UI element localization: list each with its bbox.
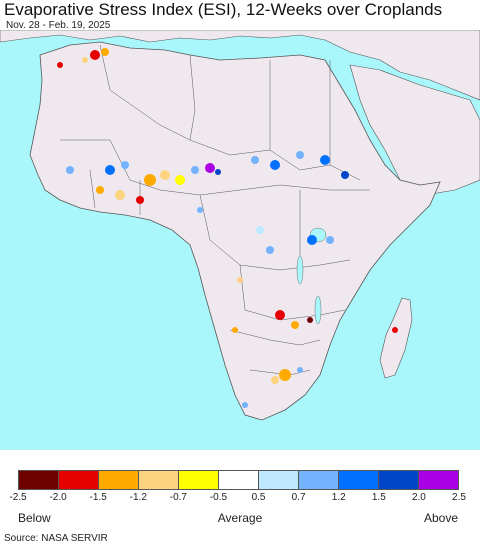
legend-swatch-8 (339, 471, 379, 489)
above-label: Above (423, 511, 458, 525)
legend-tick-label: 2.5 (452, 492, 466, 503)
legend-swatch-3 (139, 471, 179, 489)
country-borders (60, 44, 370, 376)
legend-tick-label: 0.7 (291, 492, 306, 503)
legend-tick-label: -2.0 (49, 492, 67, 503)
esi-map (0, 30, 480, 450)
legend-swatch-0 (19, 471, 59, 489)
legend-swatch-7 (299, 471, 339, 489)
north-landmass (0, 30, 480, 101)
legend-swatch-1 (59, 471, 99, 489)
map-title: Evaporative Stress Index (ESI), 12-Weeks… (4, 0, 443, 19)
legend-swatch-10 (419, 471, 458, 489)
lake-tanganyika (296, 255, 304, 285)
legend-tick-label: 1.2 (331, 492, 346, 503)
africa (29, 41, 441, 421)
color-scale-legend (18, 470, 459, 490)
legend-swatch-9 (379, 471, 419, 489)
legend-swatch-4 (179, 471, 219, 489)
legend-tick-label: 2.0 (411, 492, 426, 503)
legend-ticks: -2.5 -2.0 -1.5 -1.2 -0.7 -0.5 0.5 0.7 1.2 1.5 2.0 2… (0, 492, 480, 506)
legend-swatch-2 (99, 471, 139, 489)
legend-tick-label: -0.5 (209, 492, 228, 503)
source-credit: Source: NASA SERVIR (4, 533, 108, 544)
arabia (349, 64, 480, 196)
legend-swatch-6 (259, 471, 299, 489)
legend-swatch-5 (219, 471, 259, 489)
lake-malawi (314, 295, 322, 325)
average-label: Average (217, 511, 263, 525)
madagascar (379, 297, 413, 379)
legend-tick-label: 0.5 (251, 492, 266, 503)
legend-tick-label: -0.7 (169, 492, 187, 503)
legend-tick-label: 1.5 (371, 492, 386, 503)
legend-tick-label: -1.2 (129, 492, 147, 503)
esi-data-patches (57, 48, 398, 408)
legend-tick-label: -2.5 (9, 492, 27, 503)
legend-tick-label: -1.5 (89, 492, 107, 503)
date-range: Nov. 28 - Feb. 19, 2025 (6, 20, 111, 31)
below-label: Below (18, 511, 51, 525)
